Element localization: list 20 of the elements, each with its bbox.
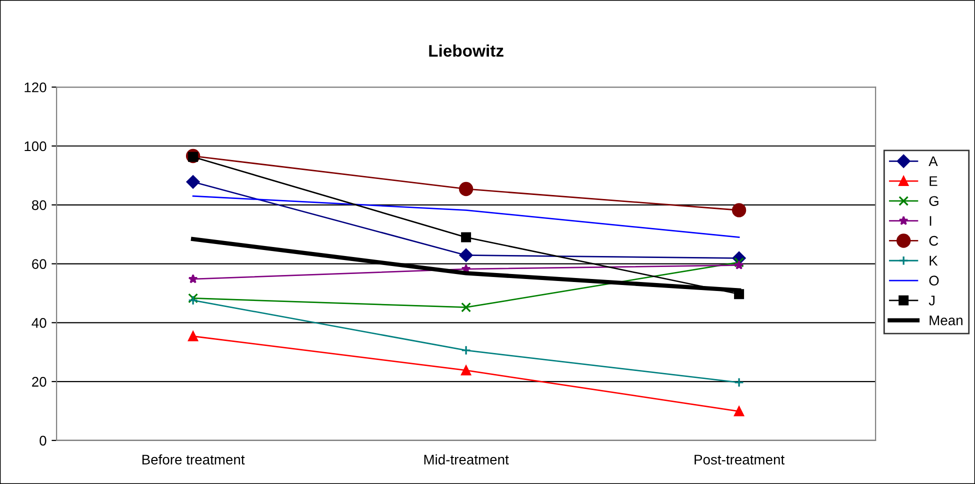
y-tick-label: 40 bbox=[32, 318, 46, 328]
legend-label: A bbox=[928, 156, 938, 166]
legend-label: J bbox=[928, 296, 934, 306]
y-tick-label: 100 bbox=[24, 141, 46, 152]
legend-label: O bbox=[929, 276, 939, 286]
x-tick-label: Post-treatment bbox=[694, 454, 784, 465]
y-tick-label: 0 bbox=[40, 436, 46, 446]
legend-label: K bbox=[930, 256, 938, 266]
legend-label: G bbox=[929, 196, 938, 206]
legend-label: C bbox=[929, 236, 938, 246]
y-tick-label: 20 bbox=[32, 376, 46, 387]
x-tick-label: Mid-treatment bbox=[424, 454, 509, 465]
legend-label: Mean bbox=[930, 316, 962, 326]
chart-title: Liebowitz bbox=[429, 44, 504, 57]
legend-label: I bbox=[930, 216, 932, 226]
x-tick-label: Before treatment bbox=[142, 454, 245, 465]
y-tick-label: 120 bbox=[24, 82, 46, 92]
legend-label: E bbox=[930, 176, 938, 186]
y-tick-label: 60 bbox=[32, 259, 46, 269]
y-tick-label: 80 bbox=[32, 200, 46, 210]
